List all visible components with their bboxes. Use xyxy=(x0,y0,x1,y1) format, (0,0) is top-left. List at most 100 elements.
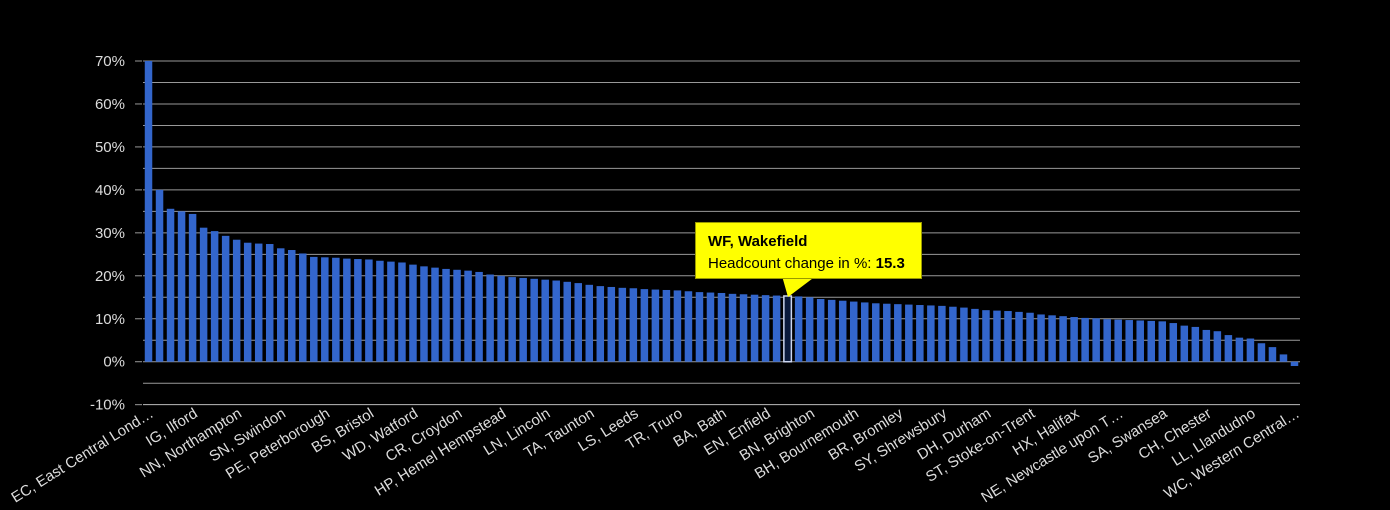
bar[interactable] xyxy=(310,256,318,362)
bar[interactable] xyxy=(982,310,990,362)
bar[interactable] xyxy=(243,242,252,362)
bar[interactable] xyxy=(640,289,649,362)
bar[interactable] xyxy=(508,277,516,362)
bar[interactable] xyxy=(629,288,638,362)
bar[interactable] xyxy=(894,304,902,362)
bar[interactable] xyxy=(761,295,770,362)
bar[interactable] xyxy=(486,274,494,362)
bar[interactable] xyxy=(750,294,759,362)
bar[interactable] xyxy=(739,294,748,362)
bar[interactable] xyxy=(728,293,737,362)
bar[interactable] xyxy=(221,235,230,362)
bar[interactable] xyxy=(475,271,483,362)
bar[interactable] xyxy=(299,253,307,362)
bar[interactable] xyxy=(332,257,340,362)
bar[interactable] xyxy=(695,292,704,362)
bar[interactable] xyxy=(673,290,682,362)
bar[interactable] xyxy=(883,303,891,362)
bar[interactable] xyxy=(993,310,1001,362)
bar[interactable] xyxy=(1257,343,1266,362)
bar[interactable] xyxy=(1290,361,1299,367)
bar[interactable] xyxy=(464,270,472,362)
bar[interactable] xyxy=(365,259,373,362)
bar[interactable] xyxy=(827,299,836,362)
bar[interactable] xyxy=(927,305,935,362)
bar[interactable] xyxy=(166,208,175,362)
bar[interactable] xyxy=(872,303,880,362)
bar[interactable] xyxy=(1081,317,1089,362)
bar[interactable] xyxy=(1048,315,1056,362)
bar[interactable] xyxy=(1092,318,1100,362)
bar[interactable] xyxy=(453,269,461,362)
bar[interactable] xyxy=(1015,311,1023,362)
bar[interactable] xyxy=(938,305,946,362)
bar[interactable] xyxy=(431,267,439,362)
bar[interactable] xyxy=(1213,331,1222,362)
bar[interactable] xyxy=(1268,347,1277,362)
bar[interactable] xyxy=(949,306,957,362)
bar[interactable] xyxy=(651,289,660,362)
bar[interactable] xyxy=(343,258,351,362)
bar[interactable] xyxy=(288,250,296,362)
bar[interactable] xyxy=(574,283,583,362)
bar[interactable] xyxy=(684,291,693,362)
bar[interactable] xyxy=(1191,326,1200,362)
bar[interactable] xyxy=(552,280,560,362)
bar[interactable] xyxy=(276,248,285,362)
bar[interactable] xyxy=(1136,320,1144,362)
bar[interactable] xyxy=(155,189,164,362)
bar[interactable] xyxy=(519,277,527,362)
bar[interactable] xyxy=(860,302,869,362)
bar[interactable] xyxy=(1147,320,1155,362)
bar[interactable] xyxy=(265,244,274,362)
bar[interactable] xyxy=(321,257,329,362)
bar[interactable] xyxy=(210,231,219,362)
bar[interactable] xyxy=(596,286,605,362)
bar[interactable] xyxy=(188,213,197,362)
bar[interactable] xyxy=(530,278,538,362)
bar[interactable] xyxy=(442,268,450,362)
bar[interactable] xyxy=(563,281,571,362)
bar[interactable] xyxy=(662,289,671,362)
bar[interactable] xyxy=(144,61,153,362)
bar[interactable] xyxy=(199,227,208,362)
bar[interactable] xyxy=(585,284,594,362)
bar[interactable] xyxy=(420,266,428,362)
bar[interactable] xyxy=(849,301,858,362)
bar[interactable] xyxy=(794,296,803,362)
bar[interactable] xyxy=(1026,312,1034,362)
bar-highlighted[interactable] xyxy=(783,295,793,363)
bar[interactable] xyxy=(838,300,847,362)
bar[interactable] xyxy=(254,243,263,362)
bar[interactable] xyxy=(916,305,924,362)
bar[interactable] xyxy=(1037,314,1045,362)
bar[interactable] xyxy=(1158,321,1167,362)
bar[interactable] xyxy=(1125,320,1133,362)
bar[interactable] xyxy=(387,261,395,362)
bar[interactable] xyxy=(398,262,406,362)
bar[interactable] xyxy=(177,211,186,362)
bar[interactable] xyxy=(772,295,781,362)
bar[interactable] xyxy=(1235,337,1244,362)
bar[interactable] xyxy=(1059,316,1067,362)
bar[interactable] xyxy=(1114,319,1122,362)
bar[interactable] xyxy=(1070,317,1078,362)
bar[interactable] xyxy=(409,264,417,362)
bar[interactable] xyxy=(1279,354,1288,362)
bar[interactable] xyxy=(1202,329,1211,362)
bar[interactable] xyxy=(1169,323,1178,362)
bar[interactable] xyxy=(706,292,715,362)
bar[interactable] xyxy=(971,308,979,362)
bar[interactable] xyxy=(960,307,968,362)
bar[interactable] xyxy=(354,259,362,362)
bar[interactable] xyxy=(1246,338,1255,362)
bar[interactable] xyxy=(1004,311,1012,362)
bar[interactable] xyxy=(1224,335,1233,362)
bar[interactable] xyxy=(1180,325,1189,362)
bar[interactable] xyxy=(1103,319,1111,362)
bar[interactable] xyxy=(232,239,241,362)
bar[interactable] xyxy=(717,292,726,362)
bar[interactable] xyxy=(805,297,814,362)
bar[interactable] xyxy=(541,279,549,362)
bar[interactable] xyxy=(376,260,384,362)
